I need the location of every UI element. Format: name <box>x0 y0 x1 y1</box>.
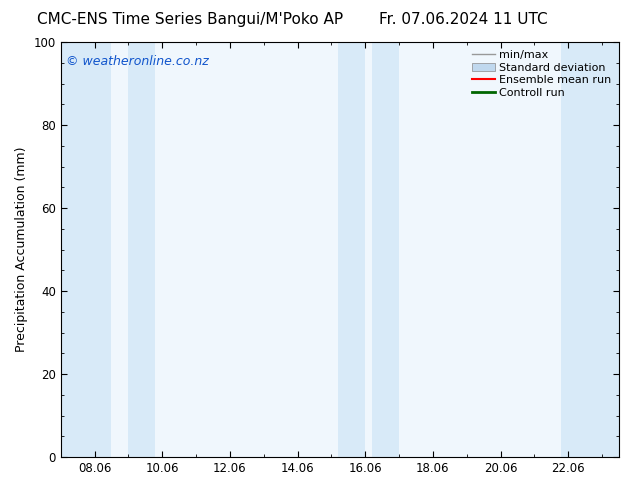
Bar <box>338 42 365 457</box>
Text: © weatheronline.co.nz: © weatheronline.co.nz <box>66 54 209 68</box>
Bar <box>372 42 399 457</box>
Legend: min/max, Standard deviation, Ensemble mean run, Controll run: min/max, Standard deviation, Ensemble me… <box>470 48 614 100</box>
Y-axis label: Precipitation Accumulation (mm): Precipitation Accumulation (mm) <box>15 147 28 352</box>
Bar <box>61 42 112 457</box>
Bar <box>562 42 619 457</box>
Bar <box>128 42 155 457</box>
Text: Fr. 07.06.2024 11 UTC: Fr. 07.06.2024 11 UTC <box>378 12 547 27</box>
Text: CMC-ENS Time Series Bangui/M'Poko AP: CMC-ENS Time Series Bangui/M'Poko AP <box>37 12 343 27</box>
